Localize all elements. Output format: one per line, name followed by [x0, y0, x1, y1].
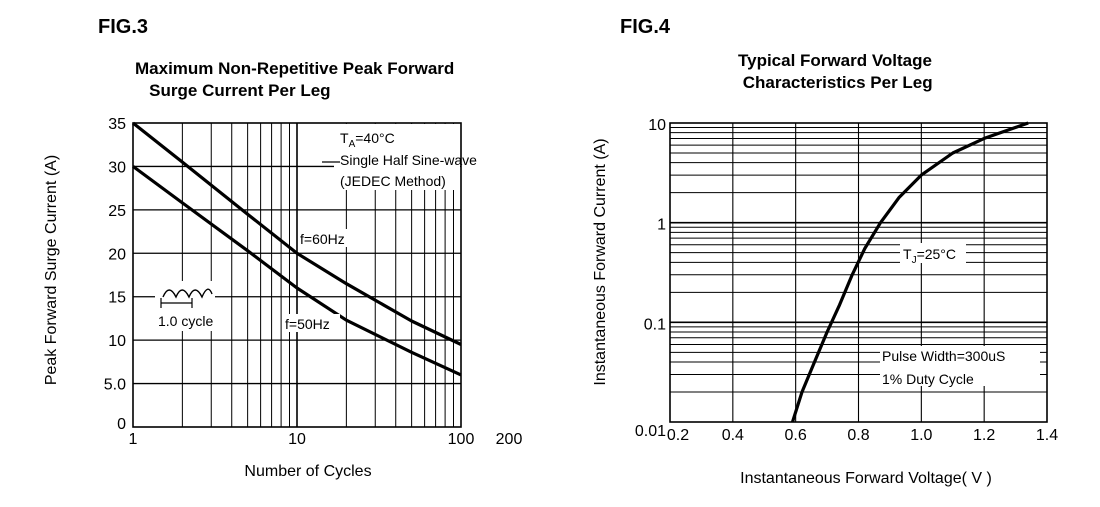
fig3-x-axis-title: Number of Cycles — [244, 463, 371, 480]
fig3-y-tick-label: 15 — [108, 290, 126, 307]
fig4-pulse-label: Pulse Width=300uS — [882, 348, 1005, 364]
fig4-x-tick-label: 0.4 — [722, 427, 744, 444]
fig3-series-60hz-label-bg — [298, 229, 353, 247]
fig3-condition-bg — [334, 124, 460, 190]
fig4-series-line — [790, 121, 1029, 423]
fig3-x-tick-label: 1 — [129, 431, 138, 448]
fig3-series-60hz-line — [132, 121, 462, 346]
fig3-x-tick-label: 10 — [288, 431, 306, 448]
fig3-y-tick-label: 5.0 — [104, 377, 126, 394]
fig4-x-tick-label: 1.0 — [910, 427, 932, 444]
fig3-y-axis-title: Peak Forward Surge Current (A) — [43, 155, 60, 385]
fig3-label: FIG.3 — [98, 16, 149, 38]
fig4-x-axis-title: Instantaneous Forward Voltage( V ) — [740, 470, 992, 487]
fig3-plot-frame — [132, 122, 462, 428]
fig4-y-tick-label: 0.1 — [644, 316, 666, 333]
fig3-y-tick-label: 0 — [117, 416, 126, 433]
fig4-x-tick-label: 1.2 — [973, 427, 995, 444]
fig3-y-tick-label: 10 — [108, 333, 126, 350]
fig4-x-tick-label: 0.2 — [667, 427, 689, 444]
fig4-title: Typical Forward Voltage Characteristics … — [738, 51, 933, 92]
fig4-y-axis-title: Instantaneous Forward Current (A) — [592, 138, 609, 385]
fig3-cycle-bg — [155, 281, 215, 331]
fig3-title: Maximum Non-Repetitive Peak Forward Surg… — [135, 59, 455, 100]
fig3-y-tick-label: 25 — [108, 203, 126, 220]
fig3-y-tick-label: 35 — [108, 116, 126, 133]
fig4-plot-frame — [669, 122, 1048, 423]
fig3-condition-waveform: Single Half Sine-wave — [340, 152, 477, 168]
fig4-series-label: TJ=25°C — [903, 246, 956, 266]
fig4-label: FIG.4 — [620, 16, 671, 38]
fig3-series-60hz-label: f=60Hz — [300, 231, 345, 247]
fig4-y-tick-label: 0.01 — [635, 423, 666, 440]
fig4-pulse-bg — [880, 346, 1040, 386]
fig4-tj-bg — [900, 243, 966, 263]
fig4-x-tick-label: 0.8 — [847, 427, 869, 444]
fig3-sine-wave-icon — [162, 288, 213, 299]
fig4-y-tick-label: 10 — [648, 117, 666, 134]
fig3-series-50hz-label: f=50Hz — [285, 316, 330, 332]
fig4-x-tick-label: 1.4 — [1036, 427, 1058, 444]
fig3-x-tick-label: 100 — [448, 431, 475, 448]
fig4-duty-label: 1% Duty Cycle — [882, 371, 974, 387]
fig3-y-tick-label: 20 — [108, 246, 126, 263]
fig3-x-tick-label: 200 — [496, 431, 523, 448]
fig3-series-50hz-label-bg — [283, 314, 340, 332]
fig3-series-50hz-line — [132, 165, 462, 377]
fig3-y-tick-label: 30 — [108, 159, 126, 176]
fig4-x-tick-label: 0.6 — [785, 427, 807, 444]
fig3-condition-ta: TA=40°C — [340, 130, 395, 150]
fig3-cycle-label: 1.0 cycle — [158, 313, 213, 329]
fig3-condition-method: (JEDEC Method) — [340, 173, 446, 189]
fig4-y-tick-label: 1 — [657, 217, 666, 234]
